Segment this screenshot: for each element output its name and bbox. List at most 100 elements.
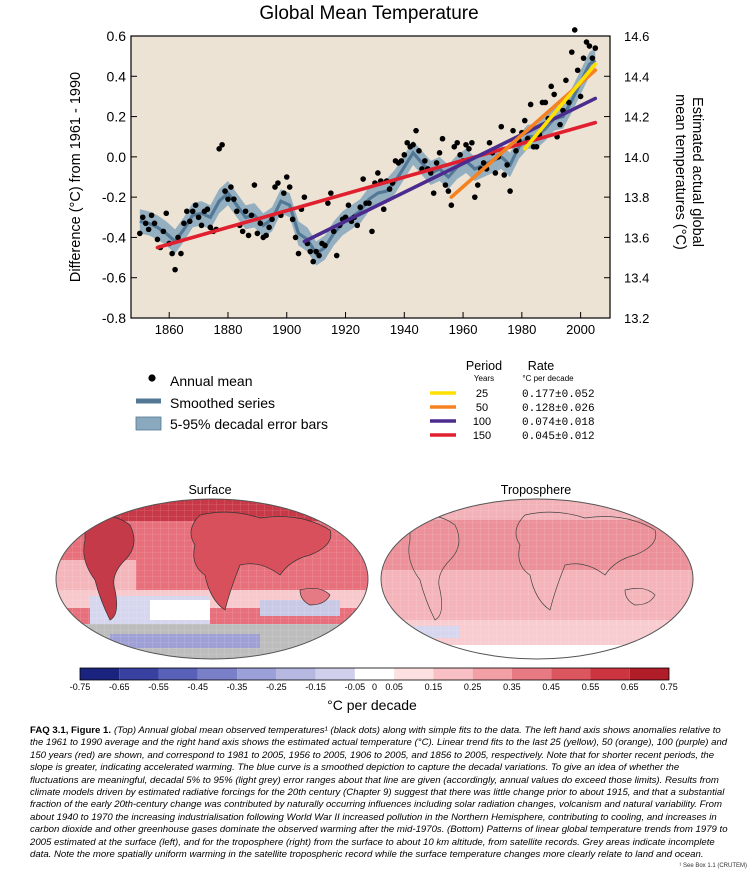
annual-mean-point [504,162,510,168]
annual-mean-point [486,139,493,146]
legend-period-sub: Years [474,374,494,383]
annual-mean-point [301,194,308,200]
x-tick-label: 1860 [155,322,184,337]
y-tick-label-left: -0.4 [102,229,126,245]
trend-lines-layer [155,62,598,250]
colorbar-tick-label: 0.65 [621,682,639,692]
legend-annual-mean-marker [148,374,156,382]
annual-mean-point [189,208,196,215]
annual-mean-point [269,216,275,223]
colorbar-tick-label: -0.15 [305,682,326,692]
annual-mean-point [242,208,249,215]
legend-trend-period-100: 100 [473,416,491,428]
annual-mean-point [574,67,581,74]
annual-mean-point [145,226,152,233]
y-tick-label-right: 13.4 [624,271,649,286]
chart-title: Global Mean Temperature [259,3,478,24]
y-tick-label-left: 0.0 [107,149,127,165]
colorbar-segment [472,668,512,680]
annual-mean-point [207,224,214,231]
annual-mean-point [401,152,408,158]
annual-mean-point [357,204,364,211]
y-tick-label-left: -0.6 [102,270,126,286]
annual-mean-point [198,222,205,229]
colorbar-segment [629,668,669,680]
annual-mean-point [204,206,211,213]
colorbar-tick-label: 0.35 [503,682,521,692]
annual-mean-point [333,252,340,259]
annual-mean-point [592,45,599,51]
legend-error-bars-marker [135,416,162,431]
annual-mean-point [354,222,361,229]
annual-mean-point [442,182,449,188]
annual-mean-point [507,188,513,194]
annual-mean-point [498,123,505,130]
annual-mean-point [375,170,381,176]
legend-trend-period-50: 50 [476,402,488,414]
legend-trend-rate-150: 0.045±0.012 [522,431,595,443]
annual-mean-point [239,228,246,235]
legend-period-header: Period [466,359,502,373]
annual-mean-point [542,99,549,106]
annual-mean-point [154,236,161,243]
annual-mean-point [295,250,302,257]
annual-mean-point [548,83,555,90]
annual-mean-point [292,234,299,241]
annual-mean-point [222,188,228,194]
legend-trend-period-150: 150 [473,430,491,442]
x-tick-label: 1980 [507,322,536,337]
annual-mean-point [439,135,446,142]
annual-mean-point [283,174,290,180]
annual-mean-point [184,208,190,215]
annual-mean-point [181,220,187,227]
annual-mean-point [328,190,334,196]
annual-mean-point [254,230,261,237]
colorbar-tick-label: -0.75 [70,682,91,692]
y-tick-label-left: -0.2 [102,189,126,205]
annual-mean-point [469,139,475,146]
legend-trend-period-25: 25 [476,388,488,400]
annual-mean-point [186,218,193,225]
annual-mean-point [466,146,472,152]
footnote: ¹ See Box 1.1 (CRUTEM) [679,863,747,869]
colorbar-segment [197,668,238,680]
annual-mean-point [501,172,508,178]
caption-label: FAQ 3.1, Figure 1. [30,725,112,736]
legend-trend-rate-100: 0.074±0.018 [522,417,595,429]
annual-mean-point [160,228,167,235]
annual-mean-point [137,230,143,237]
annual-mean-point [275,180,281,186]
colorbar-tick-label: -0.65 [109,682,130,692]
annual-mean-point [463,141,469,148]
trend-line-25 [522,62,598,151]
annual-mean-point [566,99,572,106]
y-tick-label-right: 13.8 [624,190,649,205]
annual-mean-point [380,206,387,213]
colorbar-tick-label: 0.75 [660,682,678,692]
map-title-troposphere: Troposphere [501,483,571,497]
annual-mean-point [307,248,314,255]
annual-mean-point [410,141,416,148]
colorbar-tick-label: -0.05 [345,682,366,692]
legend-trend-rate-25: 0.177±0.052 [522,389,595,401]
y-axis-label-right-line1: Estimated actual global [689,97,705,247]
annual-mean-point [231,196,237,202]
colorbar-segment [551,668,591,680]
y-tick-label-left: 0.6 [107,28,127,44]
annual-mean-point [474,182,481,188]
legend-trends: Period Years Rate °C per decade 25 0.177±… [430,359,595,443]
annual-mean-point [169,250,175,257]
y-tick-label-left: 0.4 [107,68,127,84]
annual-mean-point [272,184,278,190]
annual-mean-point [369,228,375,235]
annual-mean-point [225,196,231,202]
annual-mean-point [142,220,149,227]
y-tick-label-right: 14.4 [624,69,649,84]
annual-mean-point [228,184,234,190]
colorbar-segment [394,668,434,680]
annual-mean-point [580,55,587,61]
colorbar-tick-label: -0.25 [266,682,287,692]
colorbar-segment [80,668,120,680]
annual-mean-point [313,248,319,255]
